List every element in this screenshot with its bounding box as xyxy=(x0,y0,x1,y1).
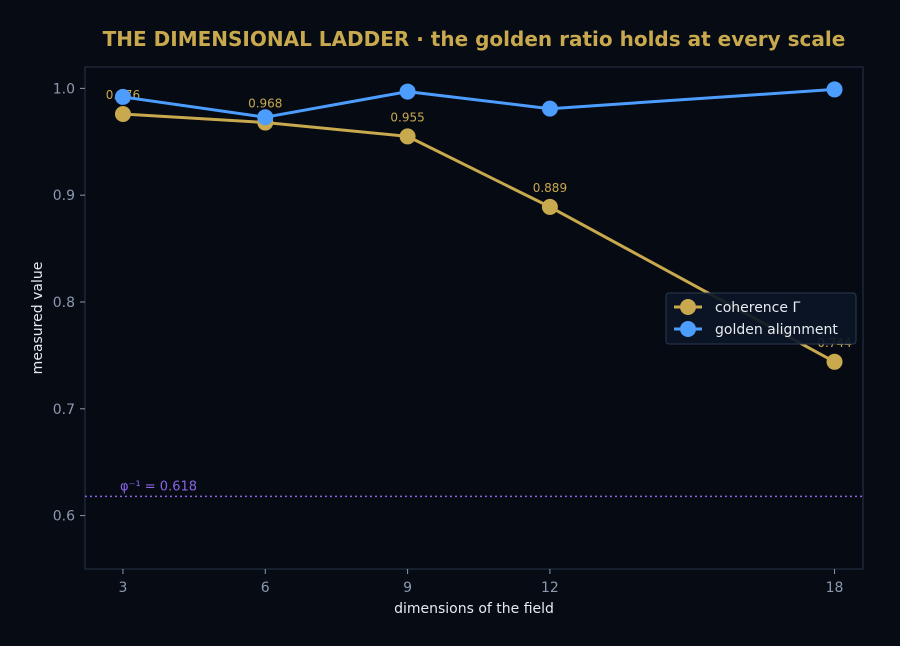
data-point xyxy=(541,198,558,215)
chart-title: THE DIMENSIONAL LADDER · the golden rati… xyxy=(103,27,846,51)
reference-line-group: φ⁻¹ = 0.618 xyxy=(85,479,863,498)
legend-label: golden alignment xyxy=(715,322,838,338)
y-tick-label: 0.9 xyxy=(53,188,75,204)
data-point xyxy=(114,105,131,122)
data-point xyxy=(257,109,274,126)
x-tick-label: 18 xyxy=(826,580,844,596)
y-axis: 0.6 0.7 0.8 0.9 1.0 xyxy=(53,81,85,525)
data-point xyxy=(399,128,416,145)
series-golden-alignment xyxy=(114,81,843,126)
y-axis-label: measured value xyxy=(30,262,46,375)
data-label: 0.889 xyxy=(533,181,567,195)
x-tick-label: 6 xyxy=(261,580,270,596)
data-point xyxy=(826,353,843,370)
y-tick-label: 0.6 xyxy=(53,509,75,525)
legend-swatch-marker xyxy=(680,321,696,337)
data-point xyxy=(541,100,558,117)
data-point xyxy=(399,83,416,100)
x-tick-label: 3 xyxy=(118,580,127,596)
data-label: 0.955 xyxy=(390,110,424,124)
legend-box xyxy=(665,292,857,345)
reference-line-label: φ⁻¹ = 0.618 xyxy=(120,479,197,494)
legend: coherence Γ golden alignment xyxy=(665,292,857,345)
x-axis: 3 6 9 12 18 xyxy=(118,569,843,596)
x-tick-label: 9 xyxy=(403,580,412,596)
x-tick-label: 12 xyxy=(541,580,559,596)
y-tick-label: 1.0 xyxy=(53,81,75,97)
legend-label: coherence Γ xyxy=(715,300,800,316)
y-tick-label: 0.8 xyxy=(53,295,75,311)
data-point xyxy=(826,81,843,98)
x-axis-label: dimensions of the field xyxy=(394,601,554,617)
legend-swatch-marker xyxy=(680,299,696,315)
data-point xyxy=(114,88,131,105)
data-label: 0.968 xyxy=(248,97,282,111)
y-tick-label: 0.7 xyxy=(53,402,75,418)
